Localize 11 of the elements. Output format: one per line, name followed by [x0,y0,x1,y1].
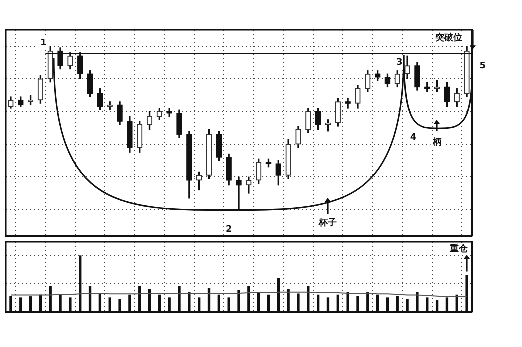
text: 2 [226,224,232,235]
text: 杯子 [318,217,338,228]
annotation: 柄 [432,137,442,148]
text: 5 [480,61,486,72]
text: 突破位 [434,32,463,44]
annotation: 3 [396,58,403,68]
annotation: 4 [410,133,417,144]
candlestick [236,176,242,210]
annotation: 1 [40,38,47,48]
text: 重仓 [449,244,470,255]
candlestick [345,98,351,109]
